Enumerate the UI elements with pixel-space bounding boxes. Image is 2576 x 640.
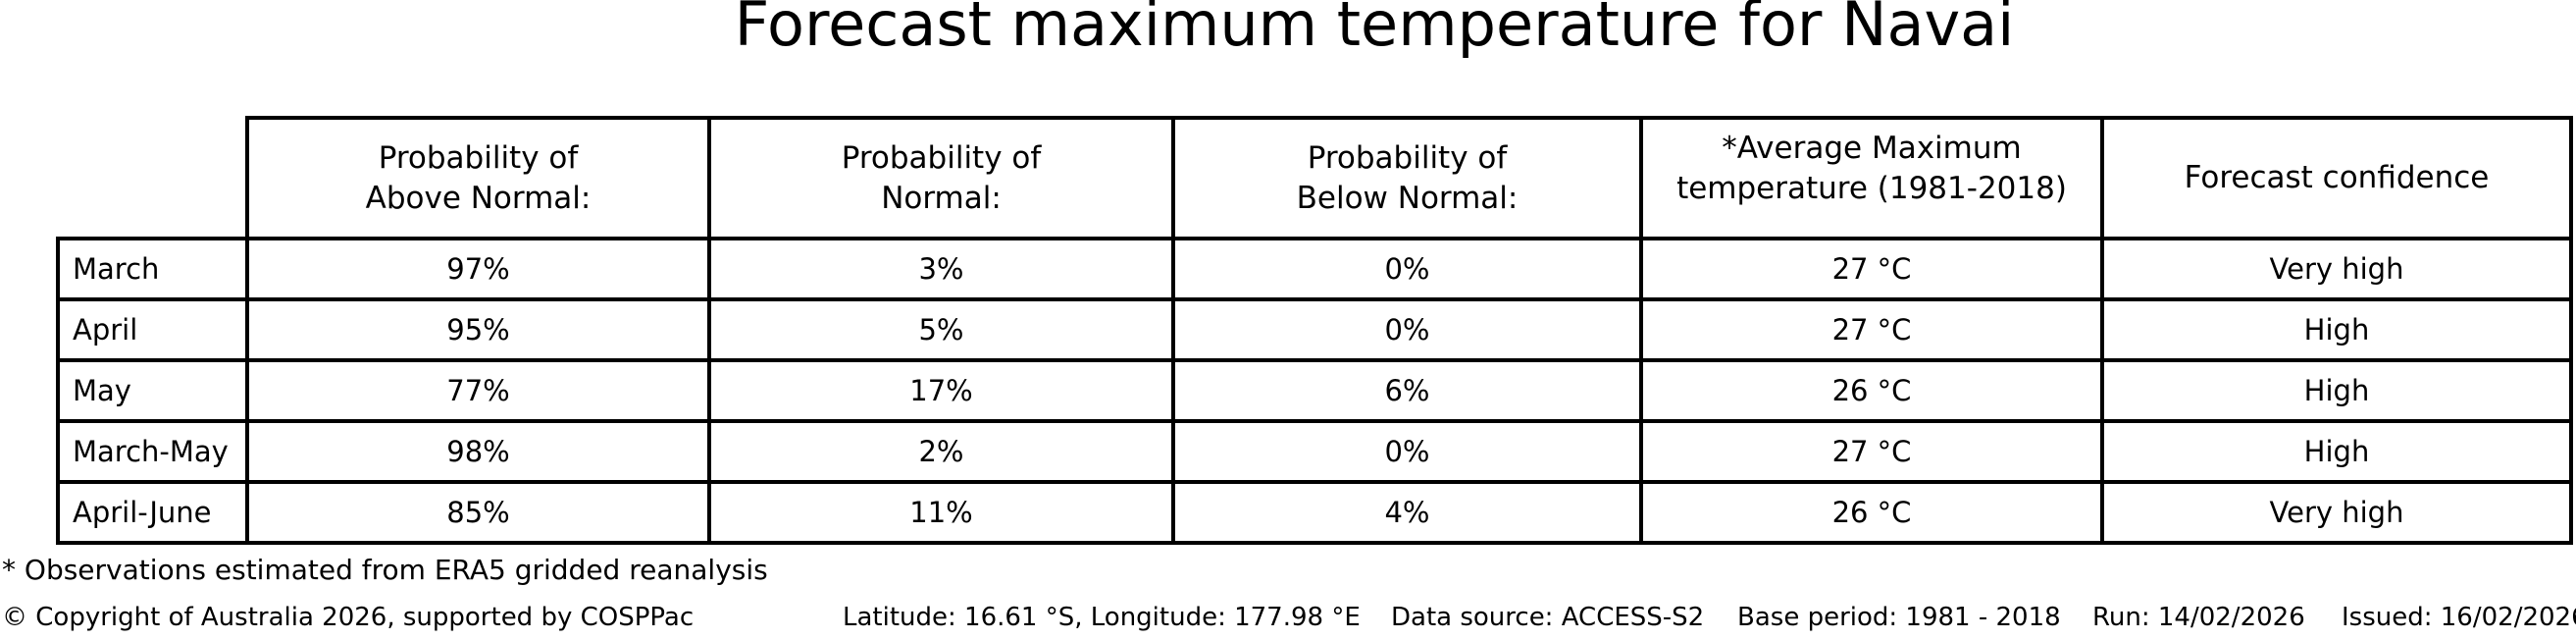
table-row-march: March 97% 3% 0% 27 °C Very high — [56, 237, 2573, 301]
table-corner-blank — [58, 118, 247, 239]
row-label: April — [56, 297, 249, 362]
cell-above-normal: 98% — [245, 419, 711, 484]
table-row-march-may: March-May 98% 2% 0% 27 °C High — [56, 419, 2573, 484]
table-header-row: Probability of Above Normal: Probability… — [58, 116, 2573, 240]
cell-normal: 5% — [707, 297, 1175, 362]
copyright-text: © Copyright of Australia 2026, supported… — [2, 603, 695, 632]
col-header-average-max-temp: *Average Maximum temperature (1981-2018) — [1639, 116, 2104, 240]
cell-forecast-confidence: High — [2100, 419, 2573, 484]
table-row-may: May 77% 17% 6% 26 °C High — [56, 358, 2573, 423]
data-source-text: Data source: ACCESS-S2 — [1391, 603, 1705, 632]
cell-above-normal: 95% — [245, 297, 711, 362]
forecast-table: Probability of Above Normal: Probability… — [56, 116, 2573, 545]
cell-average-max-temp: 27 °C — [1639, 419, 2104, 484]
cell-below-normal: 0% — [1171, 419, 1643, 484]
cell-normal: 11% — [707, 480, 1175, 545]
table-row-april: April 95% 5% 0% 27 °C High — [56, 297, 2573, 362]
issued-date-text: Issued: 16/02/2026 — [2342, 603, 2576, 632]
cell-forecast-confidence: Very high — [2100, 237, 2573, 301]
table-row-april-june: April-June 85% 11% 4% 26 °C Very high — [56, 480, 2573, 545]
row-label: April-June — [56, 480, 249, 545]
cell-forecast-confidence: Very high — [2100, 480, 2573, 545]
row-label: March — [56, 237, 249, 301]
cell-above-normal: 85% — [245, 480, 711, 545]
col-header-above-normal: Probability of Above Normal: — [245, 116, 711, 240]
cell-normal: 3% — [707, 237, 1175, 301]
lat-lon-text: Latitude: 16.61 °S, Longitude: 177.98 °E — [843, 603, 1361, 632]
cell-below-normal: 6% — [1171, 358, 1643, 423]
cell-forecast-confidence: High — [2100, 358, 2573, 423]
row-label: March-May — [56, 419, 249, 484]
cell-average-max-temp: 27 °C — [1639, 297, 2104, 362]
cell-normal: 2% — [707, 419, 1175, 484]
page-title: Forecast maximum temperature for Navai — [734, 0, 2015, 60]
cell-above-normal: 97% — [245, 237, 711, 301]
run-date-text: Run: 14/02/2026 — [2092, 603, 2305, 632]
cell-forecast-confidence: High — [2100, 297, 2573, 362]
row-label: May — [56, 358, 249, 423]
base-period-text: Base period: 1981 - 2018 — [1737, 603, 2061, 632]
cell-average-max-temp: 27 °C — [1639, 237, 2104, 301]
col-header-forecast-confidence: Forecast confidence — [2100, 116, 2573, 240]
cell-below-normal: 0% — [1171, 237, 1643, 301]
cell-average-max-temp: 26 °C — [1639, 480, 2104, 545]
cell-normal: 17% — [707, 358, 1175, 423]
cell-above-normal: 77% — [245, 358, 711, 423]
cell-below-normal: 0% — [1171, 297, 1643, 362]
col-header-below-normal: Probability of Below Normal: — [1171, 116, 1643, 240]
observations-footnote: * Observations estimated from ERA5 gridd… — [2, 554, 768, 586]
col-header-normal: Probability of Normal: — [707, 116, 1175, 240]
cell-below-normal: 4% — [1171, 480, 1643, 545]
col-header-average-max-temp-label: *Average Maximum temperature (1981-2018) — [1676, 131, 2067, 206]
cell-average-max-temp: 26 °C — [1639, 358, 2104, 423]
